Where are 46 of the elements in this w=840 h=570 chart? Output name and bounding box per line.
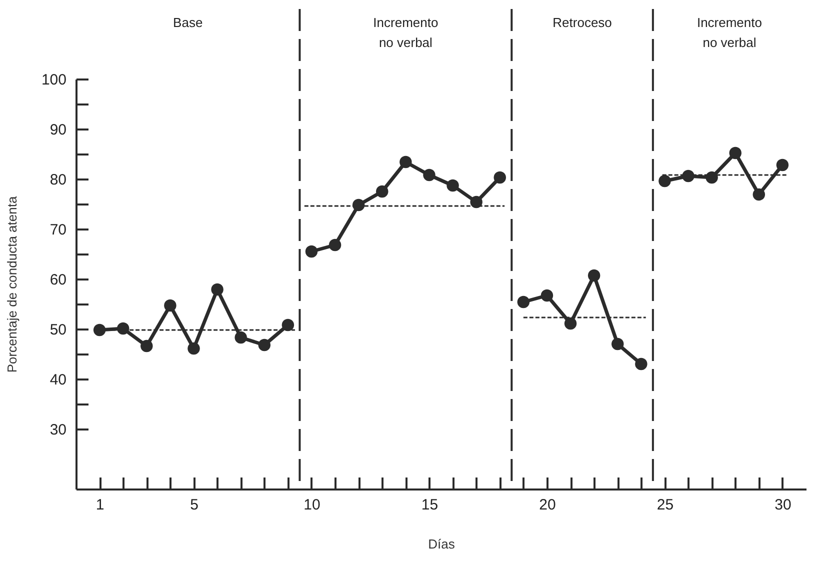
point: [611, 338, 624, 350]
x-tick-label: 25: [656, 496, 674, 514]
point: [211, 283, 224, 296]
y-tick-label: 40: [50, 372, 66, 388]
y-tick-label: 90: [50, 122, 66, 138]
point: [446, 179, 459, 192]
y-tick-label: 50: [50, 322, 66, 338]
point: [328, 238, 342, 252]
x-tick-label: 30: [774, 496, 792, 514]
point: [517, 296, 530, 308]
point: [635, 358, 648, 370]
y-tick-label: 70: [50, 222, 66, 238]
text: Retroceso: [552, 15, 612, 30]
point: [729, 146, 742, 160]
point: [588, 269, 600, 282]
point: [188, 342, 200, 355]
point: [658, 174, 671, 188]
y-tick-label: 80: [50, 172, 66, 188]
text: Incremento no verbal: [696, 15, 762, 50]
point: [234, 331, 247, 344]
point: [140, 340, 153, 352]
point: [258, 338, 271, 352]
x-tick-label: 20: [539, 496, 556, 514]
point: [540, 289, 554, 302]
point: [400, 156, 412, 168]
x-tick-label: 1: [96, 496, 104, 514]
y-tick-label: 30: [50, 422, 66, 438]
point: [376, 185, 388, 198]
point: [776, 158, 789, 172]
x-axis-title: Días: [428, 536, 456, 552]
y-axis-title: Porcentaje de conducta atenta: [4, 196, 20, 373]
point: [305, 245, 318, 258]
text: Incremento no verbal: [373, 15, 438, 50]
x-tick-label: 15: [421, 496, 438, 514]
point: [282, 318, 294, 332]
point: [423, 168, 436, 182]
point: [494, 171, 506, 184]
point: [93, 324, 106, 336]
y-tick-label: 100: [41, 72, 66, 88]
y-tick-label: 60: [50, 272, 66, 288]
x-tick-label: 10: [304, 496, 320, 514]
point: [164, 299, 176, 312]
text: Base: [173, 15, 203, 30]
point: [564, 317, 577, 330]
x-tick-label: 5: [190, 496, 198, 514]
point: [752, 188, 766, 201]
